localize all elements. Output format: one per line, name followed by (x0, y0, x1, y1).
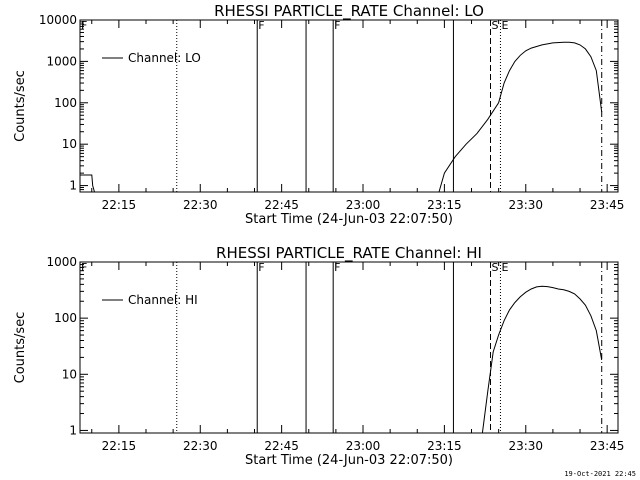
panel1-x-tick-label: 23:15 (427, 198, 462, 212)
panel1-x-tick-label: 23:00 (346, 198, 381, 212)
panel2-y-tick-label: 100 (54, 311, 77, 325)
panel2-y-tick-label: 1000 (46, 255, 77, 269)
panel2-series-line (481, 285, 603, 434)
panel1-x-tick-label: 22:45 (264, 198, 299, 212)
panel2-x-tick-label: 22:15 (102, 439, 137, 453)
panel1-x-axis-label: Start Time (24-Jun-03 22:07:50) (245, 212, 453, 227)
panel1-series-line (80, 41, 603, 193)
panel1-y-tick-label: 1000 (46, 54, 77, 68)
panel2-event-marker-label-E: E (501, 261, 508, 274)
panel1-event-marker-label-S: S (492, 19, 499, 32)
panel1-x-tick-label: 22:30 (183, 198, 218, 212)
panel2-flag-marker-label: F (81, 261, 87, 274)
panel2-y-tick-label: 1 (69, 423, 77, 437)
panel1-y-tick-label: 10000 (39, 13, 77, 27)
panel2-legend-label: Channel: HI (128, 293, 198, 307)
panel1-x-tick-label: 22:15 (102, 198, 137, 212)
panel1-x-tick-label: 23:30 (508, 198, 543, 212)
panel2-plot-frame (79, 261, 619, 434)
panel2-x-axis-label: Start Time (24-Jun-03 22:07:50) (245, 453, 453, 468)
panel1-x-tick-label: 23:45 (590, 198, 625, 212)
footer-date: 19-Oct-2021 22:45 (564, 470, 636, 478)
panel2-chart-title: RHESSI PARTICLE_RATE Channel: HI (216, 244, 482, 263)
panel2-y-axis-label: Counts/sec (13, 312, 28, 384)
panel1-legend-label: Channel: LO (128, 51, 201, 65)
panel1-y-tick-label: 10 (62, 137, 77, 151)
panel2-x-tick-label: 23:00 (346, 439, 381, 453)
panel2-x-tick-label: 22:45 (264, 439, 299, 453)
panel2-event-marker-label-S: S (492, 261, 499, 274)
panel2-x-tick-label: 23:30 (508, 439, 543, 453)
panel1-y-tick-label: 100 (54, 96, 77, 110)
panel1-chart-title: RHESSI PARTICLE_RATE Channel: LO (214, 2, 484, 21)
panel1-event-marker-label-E: E (501, 19, 508, 32)
panel1-flag-marker-label: F (258, 19, 264, 32)
panel2-x-tick-label: 23:45 (590, 439, 625, 453)
panel2-x-tick-label: 23:15 (427, 439, 462, 453)
panel1-flag-marker-label: F (334, 19, 340, 32)
panel1-flag-marker-label: F (81, 19, 87, 32)
panel2-flag-marker-label: F (334, 261, 340, 274)
panel2-x-tick-label: 22:30 (183, 439, 218, 453)
panel2-flag-marker-label: F (258, 261, 264, 274)
panel1-y-tick-label: 1 (69, 179, 77, 193)
panel1-y-axis-label: Counts/sec (13, 70, 28, 142)
panel2-y-tick-label: 10 (62, 367, 77, 381)
